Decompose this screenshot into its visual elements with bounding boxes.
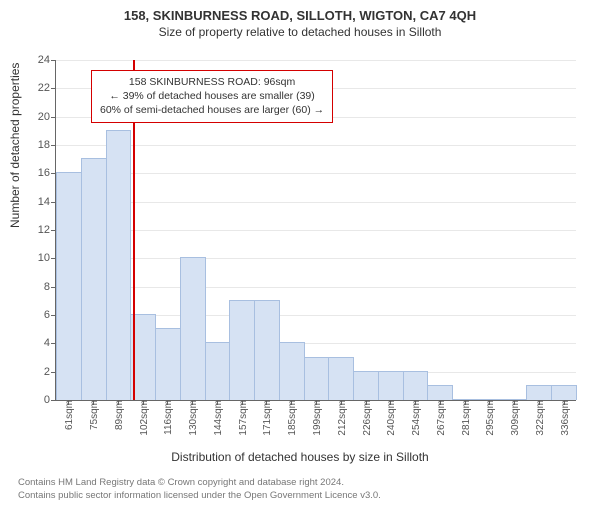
xtick-label: 199sqm	[309, 400, 323, 436]
annotation-line-2: ← 39% of detached houses are smaller (39…	[109, 90, 314, 102]
bar	[229, 300, 255, 400]
bar	[526, 385, 552, 400]
xtick-label: 102sqm	[136, 400, 150, 436]
xtick-label: 157sqm	[235, 400, 249, 436]
bar	[180, 257, 206, 400]
bar	[304, 357, 330, 401]
ytick-label: 14	[38, 196, 56, 208]
ytick-label: 12	[38, 224, 56, 236]
xtick-label: 212sqm	[334, 400, 348, 436]
chart-container: 158, SKINBURNESS ROAD, SILLOTH, WIGTON, …	[0, 8, 600, 508]
footer-line-2: Contains public sector information licen…	[18, 490, 381, 501]
chart-subtitle: Size of property relative to detached ho…	[0, 25, 600, 39]
xtick-label: 226sqm	[359, 400, 373, 436]
xtick-label: 130sqm	[185, 400, 199, 436]
xtick-label: 295sqm	[482, 400, 496, 436]
bar	[353, 371, 379, 400]
bar	[155, 328, 181, 400]
annotation-line-3: 60% of semi-detached houses are larger (…	[100, 104, 324, 116]
ytick-label: 24	[38, 54, 56, 66]
ytick-label: 0	[44, 394, 56, 406]
ytick-label: 8	[44, 281, 56, 293]
annotation-box: 158 SKINBURNESS ROAD: 96sqm ← 39% of det…	[91, 70, 333, 123]
bar	[427, 385, 453, 400]
xtick-label: 322sqm	[532, 400, 546, 436]
chart-title: 158, SKINBURNESS ROAD, SILLOTH, WIGTON, …	[0, 8, 600, 23]
xtick-label: 144sqm	[210, 400, 224, 436]
xtick-label: 75sqm	[86, 400, 100, 430]
xtick-label: 254sqm	[408, 400, 422, 436]
xtick-label: 116sqm	[160, 400, 174, 435]
footer-line-1: Contains HM Land Registry data © Crown c…	[18, 477, 344, 488]
xtick-label: 267sqm	[433, 400, 447, 436]
xtick-label: 309sqm	[507, 400, 521, 436]
bar	[254, 300, 280, 400]
bar	[106, 130, 132, 400]
xtick-label: 89sqm	[111, 400, 125, 430]
ytick-label: 18	[38, 139, 56, 151]
ytick-label: 6	[44, 309, 56, 321]
xtick-label: 61sqm	[61, 400, 75, 430]
xtick-label: 281sqm	[458, 400, 472, 436]
ytick-label: 22	[38, 82, 56, 94]
bar	[279, 342, 305, 400]
y-axis-label: Number of detached properties	[8, 63, 22, 228]
bar	[403, 371, 429, 400]
ytick-label: 4	[44, 337, 56, 349]
bar	[551, 385, 577, 400]
xtick-label: 336sqm	[557, 400, 571, 436]
bar	[56, 172, 82, 400]
x-axis-label: Distribution of detached houses by size …	[0, 450, 600, 464]
ytick-label: 10	[38, 252, 56, 264]
xtick-label: 240sqm	[383, 400, 397, 436]
plot-area: 158 SKINBURNESS ROAD: 96sqm ← 39% of det…	[55, 60, 576, 401]
ytick-label: 2	[44, 366, 56, 378]
xtick-label: 185sqm	[284, 400, 298, 436]
bar	[328, 357, 354, 401]
xtick-label: 171sqm	[259, 400, 273, 436]
footer-attribution: Contains HM Land Registry data © Crown c…	[18, 477, 381, 502]
bar	[81, 158, 107, 400]
ytick-label: 16	[38, 167, 56, 179]
annotation-line-1: 158 SKINBURNESS ROAD: 96sqm	[129, 76, 295, 88]
ytick-label: 20	[38, 111, 56, 123]
bar	[205, 342, 231, 400]
bar	[378, 371, 404, 400]
